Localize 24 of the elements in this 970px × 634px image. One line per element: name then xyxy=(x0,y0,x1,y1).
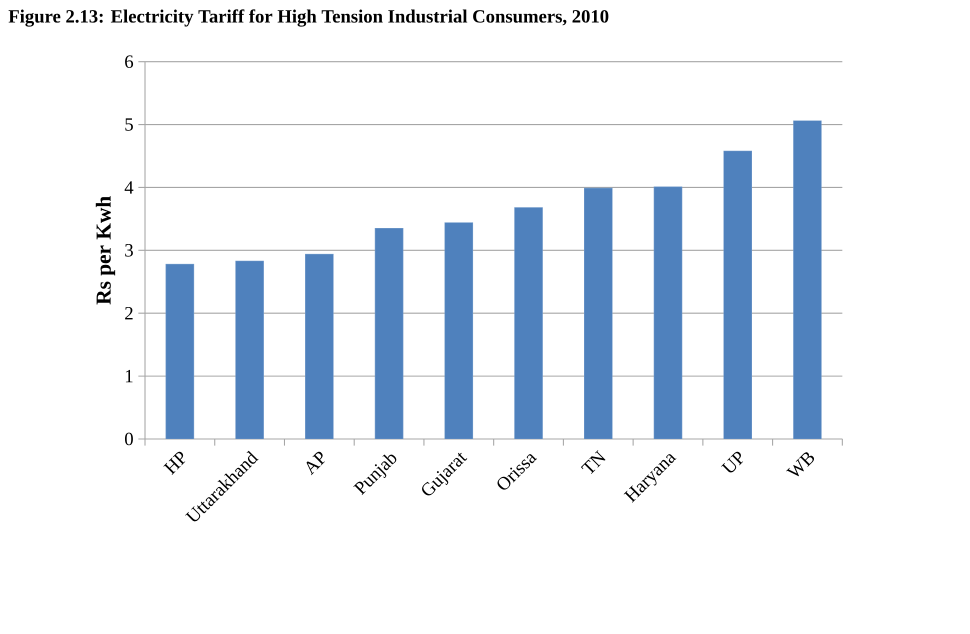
y-axis-title: Rs per Kwh xyxy=(96,196,116,304)
x-tick-label: HP xyxy=(163,452,186,475)
chart-title: Figure 2.13: Electricity Tariff for High Tension Industrial Consumers, 2010 xyxy=(8,9,608,27)
bar xyxy=(305,254,334,439)
y-tick-label: 1 xyxy=(126,370,133,382)
y-tick-label: 5 xyxy=(125,118,133,131)
x-tick-label: WB xyxy=(786,452,814,476)
y-tick-label: 3 xyxy=(125,244,133,257)
bar xyxy=(723,150,752,439)
bar xyxy=(166,264,194,439)
bar xyxy=(235,260,264,439)
bar xyxy=(444,222,474,439)
x-tick-label: AP xyxy=(306,452,325,476)
y-tick-label: 2 xyxy=(125,307,133,320)
y-tick-label: 4 xyxy=(124,181,134,194)
y-tick-label: 6 xyxy=(125,55,134,68)
bar xyxy=(654,186,682,439)
x-tick-label: TN xyxy=(580,450,606,474)
y-tick-label: 0 xyxy=(125,432,133,446)
bar xyxy=(584,188,613,439)
bar xyxy=(793,120,822,439)
bar xyxy=(374,228,404,439)
bar xyxy=(514,207,543,439)
x-tick-label: UP xyxy=(721,452,744,472)
